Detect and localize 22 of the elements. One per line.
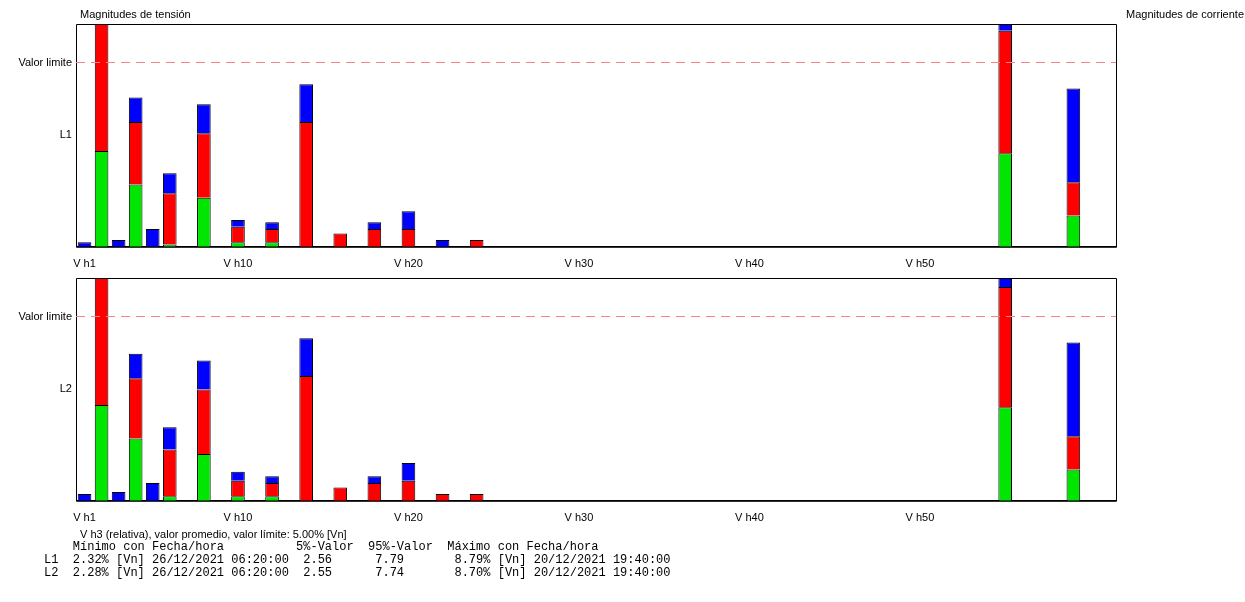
x-tick-label: V h1 xyxy=(73,257,96,270)
x-tick-label: V h10 xyxy=(223,257,253,270)
y-axis-title: L2 xyxy=(59,382,72,395)
y-axis-title: L1 xyxy=(59,128,72,141)
ref-line-label: Valor limite xyxy=(18,55,72,68)
text: V h3 (relativa), valor promedio, valor límite: 5.00% [Vn] xyxy=(80,528,347,541)
x-tick-label: V h30 xyxy=(564,511,594,524)
text: Mínimo con Fecha/hora 5%-Valor 95%-Valor Máximo con Fecha/hora xyxy=(71,540,600,554)
chart-title: Magnitudes de tensión xyxy=(80,8,191,20)
ref-line-label: Valor limite xyxy=(18,309,72,322)
x-tick-label: V h50 xyxy=(905,257,935,270)
x-tick-label: V h40 xyxy=(735,257,764,270)
x-tick-label: V h50 xyxy=(905,511,935,524)
x-tick-label: V h10 xyxy=(223,511,253,524)
x-tick-label: V h20 xyxy=(394,511,423,524)
text: Magnitudes de corriente xyxy=(1126,8,1245,20)
x-tick-label: V h40 xyxy=(735,511,764,524)
text: L2 2.28% [Vn] 26/12/2021 06:20:00 2.55 7.74 8.70% [Vn] 20/12/2021 19:40:00 xyxy=(44,566,672,580)
text: L1 2.32% [Vn] 26/12/2021 06:20:00 2.56 7.79 8.79% [Vn] 20/12/2021 19:40:00 xyxy=(44,553,672,567)
x-tick-label: V h20 xyxy=(394,257,423,270)
x-tick-label: V h30 xyxy=(564,257,594,270)
x-tick-label: V h1 xyxy=(73,511,96,524)
